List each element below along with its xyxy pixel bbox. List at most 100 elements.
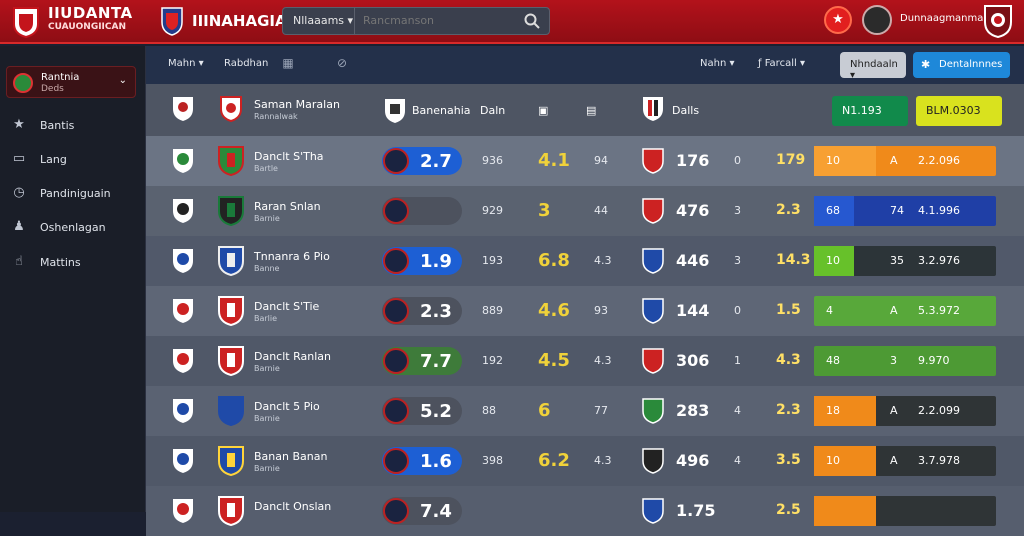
header-score[interactable]: Daln [480, 104, 506, 117]
sidebar-item-label: Oshenlagan [40, 221, 106, 234]
rating-value: 2.3 [420, 301, 452, 322]
home-crest-icon [173, 199, 193, 223]
stat-bar-fill [814, 396, 876, 426]
table-row[interactable]: Banan Banan Barnie 1.6 398 6.2 4.3 496 4… [146, 436, 1024, 486]
monitor-icon: ▭ [12, 151, 26, 166]
stat-bar-fill [814, 446, 876, 476]
header-name-sub: Rannalwak [254, 112, 298, 121]
brand-crest-icon[interactable] [12, 6, 40, 38]
stat-bar[interactable]: 68 74 4.1.996 [814, 196, 996, 226]
sidebar-item-label: Mattins [40, 256, 81, 269]
header-detail[interactable]: Dalls [672, 104, 700, 117]
rating-value: 1.6 [420, 451, 452, 472]
stat-value: 1.75 [676, 501, 716, 520]
player-sub: Barnie [254, 364, 280, 373]
sidebar-item-lang[interactable]: ▭ Lang [10, 148, 138, 172]
notification-icon[interactable]: ★ [824, 6, 852, 34]
club-badge-icon[interactable] [983, 4, 1013, 38]
grid-icon[interactable]: ▦ [282, 56, 294, 70]
table-row[interactable]: Raran Snlan Barnie 929 3 44 476 3 2.3 68… [146, 186, 1024, 236]
player-sub: Banne [254, 264, 280, 273]
bar-b: A [890, 404, 898, 417]
header-team[interactable]: Banenahia [412, 104, 471, 117]
team-crest-icon [218, 346, 244, 376]
player-sub: Bartle [254, 164, 278, 173]
sidebar-item-mattins[interactable]: ☝ Mattins [10, 251, 138, 275]
big-score: 4.6 [538, 300, 570, 321]
menu-1[interactable]: Mahn ▾ [168, 58, 204, 69]
bar-b: A [890, 304, 898, 317]
avatar[interactable] [862, 5, 892, 35]
bar-c: 3.2.976 [918, 254, 960, 267]
menu-2[interactable]: Rabdhan [224, 58, 268, 69]
bar-c: 2.2.096 [918, 154, 960, 167]
player-name[interactable]: Danclt S'Tha [254, 150, 324, 163]
sidebar: Rantnia Deds ⌄ ★ Bantis ▭ Lang ◷ Pandini… [0, 46, 146, 512]
home-crest-icon [173, 349, 193, 373]
table-row[interactable]: Danclt S'Tie Barlie 2.3 889 4.6 93 144 0… [146, 286, 1024, 336]
stat-bar[interactable]: 48 3 9.970 [814, 346, 996, 376]
chevron-down-icon: ▾ [198, 58, 204, 69]
brand-subtitle: CUAUONGIICAN [48, 22, 127, 32]
stat-value: 283 [676, 401, 710, 420]
sidebar-item-pandiniguain[interactable]: ◷ Pandiniguain [10, 182, 138, 206]
stat-bar[interactable]: 10 35 3.2.976 [814, 246, 996, 276]
search-scope-dropdown[interactable]: Nllaaams ▾ [283, 8, 355, 34]
green-header-button[interactable]: N1.193 [832, 96, 908, 126]
refresh-icon[interactable]: ⊘ [336, 56, 348, 70]
rating-pill [382, 197, 462, 225]
username[interactable]: Dunnaagmanma [900, 13, 984, 24]
player-name[interactable]: Tnnanra 6 Pio [254, 250, 330, 263]
search-icon[interactable] [523, 12, 541, 30]
search-bar: Nllaaams ▾ [282, 7, 550, 35]
right-menu-1-label: Nahn [700, 58, 727, 69]
green-button-label: N1.193 [842, 104, 882, 117]
sidebar-item-oshenlagan[interactable]: ♟ Oshenlagan [10, 216, 138, 240]
blue-action-button[interactable]: ✱ Dentalnnnes [913, 52, 1010, 78]
opponent-crest-icon [642, 248, 664, 274]
header-name[interactable]: Saman Maralan [254, 98, 340, 111]
stat-bar[interactable]: 4 A 5.3.972 [814, 296, 996, 326]
player-name[interactable]: Danclt Onslan [254, 500, 332, 513]
stats-table: Saman Maralan Rannalwak Banenahia Daln ▣… [146, 84, 1024, 536]
gray-dropdown-button[interactable]: Nhndaaln ▾ [840, 52, 906, 81]
stat-value: 306 [676, 351, 710, 370]
stat-bar[interactable] [814, 496, 996, 526]
table-row[interactable]: Danclt S'Tha Bartle 2.7 936 4.1 94 176 0… [146, 136, 1024, 186]
team-crest-icon [218, 246, 244, 276]
right-menu-1[interactable]: Nahn ▾ [700, 58, 735, 69]
player-name[interactable]: Danclt 5 Pio [254, 400, 320, 413]
rating-pill: 7.4 [382, 497, 462, 525]
table-row[interactable]: Danclt Ranlan Barnie 7.7 192 4.5 4.3 306… [146, 336, 1024, 386]
big-score: 6.2 [538, 450, 570, 471]
settings-icon: ✱ [921, 58, 931, 71]
player-name[interactable]: Raran Snlan [254, 200, 321, 213]
chevron-down-icon: ⌄ [118, 75, 127, 86]
opponent-crest-icon [642, 448, 664, 474]
sidebar-item-bantis[interactable]: ★ Bantis [10, 114, 138, 138]
bar-a: 4 [826, 304, 833, 317]
table-row[interactable]: Tnnanra 6 Pio Banne 1.9 193 6.8 4.3 446 … [146, 236, 1024, 286]
player-name[interactable]: Danclt S'Tie [254, 300, 320, 313]
search-input[interactable] [363, 14, 513, 27]
value-1: 192 [482, 354, 503, 367]
rating-pill: 1.6 [382, 447, 462, 475]
stat-bar[interactable]: 10 A 3.7.978 [814, 446, 996, 476]
player-name[interactable]: Danclt Ranlan [254, 350, 331, 363]
sidebar-item-label: Lang [40, 153, 67, 166]
big-score: 4.5 [538, 350, 570, 371]
yellow-header-button[interactable]: BLM.0303 [916, 96, 1002, 126]
chevron-down-icon: ▾ [347, 14, 354, 27]
table-row[interactable]: Danclt Onslan 7.4 1.75 2.5 [146, 486, 1024, 536]
stat-bar[interactable]: 10 A 2.2.096 [814, 146, 996, 176]
rating-value: 2.7 [420, 151, 452, 172]
stat-bar[interactable]: 18 A 2.2.099 [814, 396, 996, 426]
bar-left-value: 2.3 [776, 202, 801, 218]
big-score: 6 [538, 400, 551, 421]
right-menu-2[interactable]: ƒ Farcall ▾ [758, 58, 805, 69]
value-2: 4.3 [594, 454, 612, 467]
player-name[interactable]: Banan Banan [254, 450, 328, 463]
table-row[interactable]: Danclt 5 Pio Barnie 5.2 88 6 77 283 4 2.… [146, 386, 1024, 436]
team-selector[interactable]: Rantnia Deds ⌄ [6, 66, 136, 98]
club-icon [383, 148, 409, 174]
